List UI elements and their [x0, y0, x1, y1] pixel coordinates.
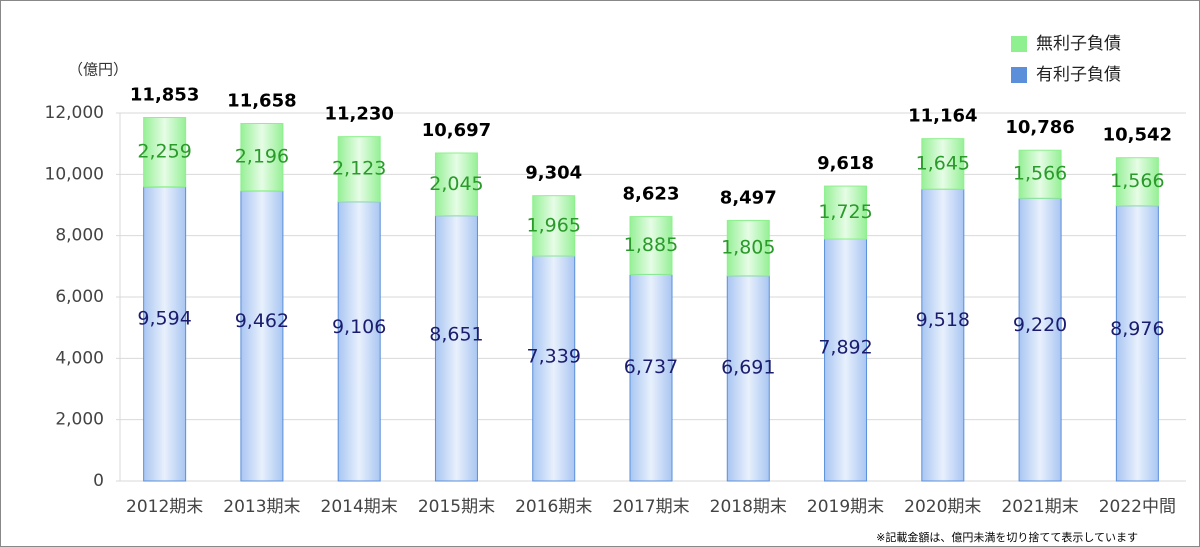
value-label: 7,892 — [818, 336, 872, 358]
legend-swatch — [1011, 36, 1027, 52]
y-tick-label: 8,000 — [55, 226, 104, 246]
x-tick-label: 2020期末 — [904, 497, 981, 517]
y-tick-label: 12,000 — [45, 103, 104, 123]
value-label: 9,106 — [332, 316, 386, 338]
total-label: 10,697 — [422, 120, 491, 141]
bar-segment — [143, 117, 187, 188]
total-label: 10,542 — [1103, 125, 1172, 146]
y-tick-label: 10,000 — [45, 164, 104, 184]
x-tick-label: 2019期末 — [807, 497, 884, 517]
total-label: 11,164 — [908, 106, 977, 127]
legend-label: 無利子負債 — [1036, 34, 1121, 54]
value-label: 1,566 — [1110, 170, 1164, 192]
value-label: 2,259 — [137, 141, 191, 163]
bar-segment — [1115, 205, 1159, 482]
bar-segment — [921, 138, 965, 190]
value-label: 1,566 — [1013, 163, 1067, 185]
value-label: 9,220 — [1013, 314, 1067, 336]
legend-swatch — [1011, 67, 1027, 83]
value-label: 7,339 — [527, 346, 581, 368]
bar-segment — [1115, 157, 1159, 207]
total-label: 9,618 — [817, 153, 874, 174]
total-label: 8,497 — [720, 187, 777, 208]
value-label: 9,518 — [916, 309, 970, 331]
x-tick-label: 2021期末 — [1001, 497, 1078, 517]
value-label: 6,691 — [721, 357, 775, 379]
footnote: ※記載金額は、億円未満を切り捨てて表示しています — [876, 530, 1138, 544]
total-label: 11,853 — [130, 85, 199, 106]
value-label: 1,645 — [916, 152, 970, 174]
value-label: 1,805 — [721, 237, 775, 259]
x-tick-label: 2013期末 — [223, 497, 300, 517]
total-label: 11,658 — [227, 90, 296, 111]
total-label: 11,230 — [324, 104, 393, 125]
value-label: 6,737 — [624, 356, 678, 378]
legend-label: 有利子負債 — [1036, 65, 1121, 85]
bar-segment — [143, 186, 187, 482]
bar-segment — [1018, 197, 1062, 482]
x-tick-label: 2018期末 — [710, 497, 787, 517]
x-tick-label: 2014期末 — [321, 497, 398, 517]
bar-segment — [337, 136, 381, 203]
y-tick-label: 6,000 — [55, 287, 104, 307]
bar-segment — [921, 188, 965, 482]
bar-segment — [1018, 149, 1062, 199]
total-label: 10,786 — [1005, 117, 1074, 138]
value-label: 8,651 — [429, 324, 483, 346]
x-tick-label: 2016期末 — [515, 497, 592, 517]
value-label: 1,725 — [818, 201, 872, 223]
bar-segment — [434, 215, 478, 482]
bar-segment — [434, 152, 478, 217]
y-tick-label: 4,000 — [55, 348, 104, 368]
bar-segment — [726, 275, 770, 482]
bar-segment — [240, 122, 284, 192]
value-label: 9,594 — [137, 308, 191, 330]
total-label: 9,304 — [525, 163, 582, 184]
x-tick-label: 2017期末 — [612, 497, 689, 517]
y-tick-label: 0 — [93, 471, 104, 491]
x-tick-label: 2022中間 — [1099, 497, 1176, 517]
bar-segment — [240, 190, 284, 482]
bar-segment — [824, 238, 868, 482]
bar-segment — [824, 185, 868, 240]
bar-segment — [532, 255, 576, 482]
x-tick-label: 2012期末 — [126, 497, 203, 517]
value-label: 2,045 — [429, 173, 483, 195]
value-label: 9,462 — [235, 310, 289, 332]
value-label: 2,196 — [235, 146, 289, 168]
bar-segment — [337, 201, 381, 482]
total-label: 8,623 — [623, 184, 680, 205]
bar-segment — [726, 219, 770, 277]
bar-segment — [629, 216, 673, 275]
value-label: 8,976 — [1110, 318, 1164, 340]
value-label: 1,965 — [527, 214, 581, 236]
bar-segment — [532, 195, 576, 257]
value-label: 1,885 — [624, 234, 678, 256]
unit-label: （億円） — [68, 61, 128, 79]
x-tick-label: 2015期末 — [418, 497, 495, 517]
value-label: 2,123 — [332, 158, 386, 180]
y-tick-label: 2,000 — [55, 410, 104, 430]
